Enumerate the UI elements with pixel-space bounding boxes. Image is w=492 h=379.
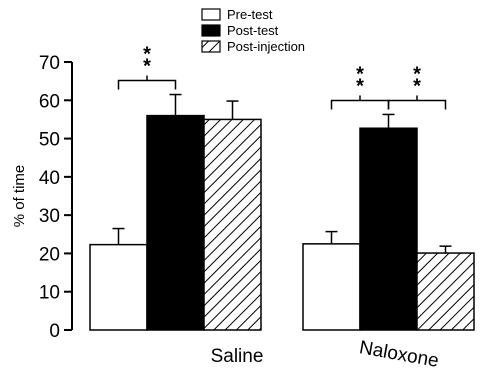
significance-bracket	[387, 99, 447, 110]
significance-star: *	[143, 44, 151, 66]
legend-label: Post-injection	[227, 39, 305, 54]
y-tick-label: 20	[39, 244, 60, 265]
y-tick-label: 10	[39, 283, 60, 304]
legend-swatch	[201, 8, 221, 21]
y-tick-label: 30	[39, 206, 60, 227]
bar-post-test-saline	[146, 114, 205, 331]
significance-star: *	[413, 63, 421, 85]
category-label-naloxone: Naloxone	[358, 337, 441, 372]
significance-bracket	[330, 99, 390, 110]
y-tick-label: 70	[39, 53, 60, 74]
bar-post-injection-saline	[203, 118, 262, 331]
significance-bracket	[117, 79, 177, 90]
significance-star: *	[356, 63, 364, 85]
significance-star: *	[356, 75, 364, 97]
y-tick-label: 0	[49, 321, 60, 342]
bar-pre-test-naloxone	[302, 243, 361, 331]
y-axis: 0 10 20 30 40 50 60 70	[39, 53, 73, 342]
y-tick-label: 60	[39, 91, 60, 112]
y-axis-title: % of time	[11, 165, 28, 228]
category-label-saline: Saline	[211, 346, 264, 367]
bar-pre-test-saline	[89, 243, 148, 331]
legend-swatch	[201, 40, 221, 53]
significance-markers: ** ****	[117, 44, 447, 110]
significance-star: *	[413, 75, 421, 97]
y-tick-label: 50	[39, 130, 60, 151]
bars	[89, 93, 475, 331]
y-tick-label: 40	[39, 168, 60, 189]
category-labels: Saline Naloxone	[211, 337, 441, 372]
legend-label: Post-test	[227, 23, 279, 38]
bar-post-injection-naloxone	[416, 252, 475, 331]
legend-swatch	[201, 24, 221, 37]
bar-post-test-naloxone	[359, 127, 418, 331]
legend-label: Pre-test	[227, 7, 273, 22]
significance-star: *	[143, 56, 151, 78]
